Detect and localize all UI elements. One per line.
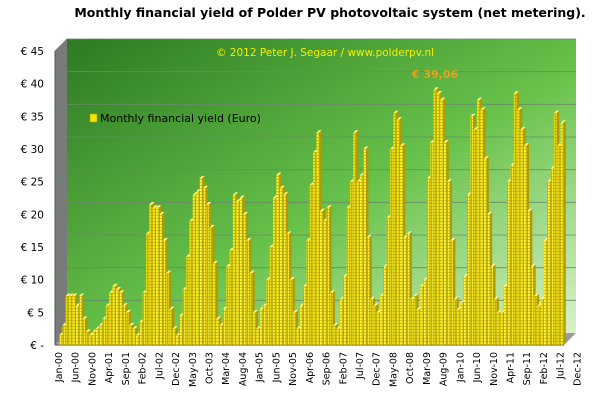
chart-title: Monthly financial yield of Polder PV pho… <box>74 5 585 20</box>
x-tick-label: Jan-10 <box>455 352 466 383</box>
x-tick-label: Jul-12 <box>556 352 567 380</box>
x-tick-label: Apr-11 <box>505 352 516 383</box>
peak-annotation: € 39,06 <box>411 68 459 81</box>
x-tick-label: May-08 <box>388 352 399 387</box>
y-tick-label: € 5 <box>27 307 44 319</box>
x-tick-label: Sep-11 <box>522 352 533 385</box>
x-tick-label: Nov-10 <box>489 352 500 386</box>
y-tick-label: € - <box>30 340 44 352</box>
grid-line <box>54 38 68 52</box>
x-tick-label: Nov-05 <box>288 352 299 386</box>
x-tick-label: Dec-12 <box>572 352 583 386</box>
x-tick-label: Sep-01 <box>121 352 132 385</box>
x-tick-label: Jun-05 <box>271 352 282 383</box>
bars <box>59 87 566 346</box>
x-tick-label: Sep-06 <box>322 352 333 385</box>
x-tick-label: Oct-08 <box>405 352 416 384</box>
x-tick-label: Mar-09 <box>422 352 433 385</box>
grid-line <box>54 71 68 84</box>
x-tick-label: Jun-00 <box>71 352 82 383</box>
y-tick-label: € 30 <box>21 144 44 156</box>
grid-line <box>54 202 68 215</box>
grid-line <box>54 267 68 280</box>
plot-left-wall <box>55 39 67 345</box>
x-tick-label: Jan-00 <box>54 352 65 383</box>
x-tick-label: Dec-02 <box>171 352 182 386</box>
x-tick-label: Dec-07 <box>372 352 383 386</box>
y-tick-label: € 10 <box>21 275 44 287</box>
x-tick-label: Apr-06 <box>305 352 316 383</box>
x-tick-label: Feb-02 <box>138 352 149 384</box>
x-tick-label: Nov-00 <box>87 352 98 386</box>
grid-line <box>54 300 68 313</box>
x-tick-label: Jan-05 <box>255 352 266 383</box>
y-tick-labels: € - € 5 € 10 € 15 € 20 € 25 € 30 € 35 € 40 € 45 <box>21 46 45 352</box>
x-tick-label: Jun-10 <box>472 352 483 383</box>
grid-line <box>54 136 68 150</box>
y-tick-label: € 20 <box>21 209 44 221</box>
y-tick-label: € 15 <box>21 242 44 254</box>
x-tick-label: Mar-04 <box>221 352 232 385</box>
x-tick-label: Feb-07 <box>338 352 349 384</box>
x-tick-labels: Jan-00 Jun-00 Nov-00 Apr-01 Sep-01 Feb-02 Jul-… <box>54 352 583 387</box>
copyright-text: © 2012 Peter J. Segaar / www.polderpv.nl <box>216 47 434 59</box>
bar <box>560 120 566 345</box>
x-tick-label: Oct-03 <box>204 352 215 384</box>
y-tick-label: € 35 <box>21 111 44 123</box>
grid-line <box>54 234 68 248</box>
x-tick-label: Aug-09 <box>439 352 450 386</box>
x-tick-label: Feb-12 <box>539 352 550 384</box>
x-tick-label: Jul-02 <box>154 352 165 380</box>
y-tick-label: € 40 <box>21 79 44 91</box>
x-tick-label: Aug-04 <box>238 352 249 386</box>
grid-line <box>54 104 68 117</box>
x-tick-label: Apr-01 <box>104 352 115 383</box>
y-tick-label: € 25 <box>21 177 44 189</box>
x-tick-label: Jul-07 <box>355 352 366 380</box>
legend: Monthly financial yield (Euro) <box>89 112 261 125</box>
x-tick-label: May-03 <box>188 352 199 387</box>
grid-line <box>54 169 68 182</box>
legend-swatch <box>89 113 98 123</box>
y-tick-label: € 45 <box>21 46 44 58</box>
legend-label: Monthly financial yield (Euro) <box>100 112 261 125</box>
